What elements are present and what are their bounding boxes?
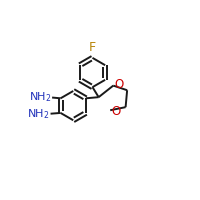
Text: NH$_2$: NH$_2$ xyxy=(29,91,51,104)
Text: F: F xyxy=(89,41,96,54)
Text: NH$_2$: NH$_2$ xyxy=(27,107,50,121)
Text: O: O xyxy=(111,105,121,118)
Text: O: O xyxy=(115,78,124,91)
